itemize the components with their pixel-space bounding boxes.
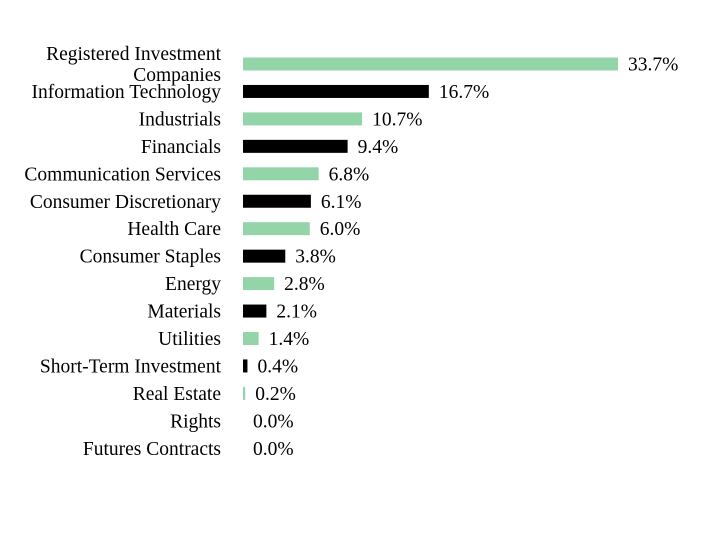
value-label-communication-services: 6.8%	[329, 164, 370, 185]
value-label-financials: 9.4%	[358, 137, 399, 158]
bar-consumer-discretionary	[243, 194, 311, 208]
category-label-financials: Financials	[141, 137, 221, 158]
category-label-materials: Materials	[147, 302, 221, 323]
category-label-industrials: Industrials	[139, 109, 221, 130]
category-label-consumer-discretionary: Consumer Discretionary	[30, 192, 221, 213]
category-label-communication-services: Communication Services	[24, 164, 221, 185]
category-label-registered-investment-companies: Registered Investment Companies	[46, 44, 221, 86]
bar-industrials	[243, 112, 363, 126]
bar-consumer-staples	[243, 249, 286, 263]
value-label-health-care: 6.0%	[320, 219, 361, 240]
bar-health-care	[243, 222, 310, 236]
value-label-industrials: 10.7%	[372, 109, 422, 130]
value-labels-layer: 33.7% 16.7% 10.7% 9.4% 6.8% 6.1% 6.0% 3.8% 2.8% 2…	[253, 55, 678, 460]
value-label-consumer-discretionary: 6.1%	[321, 192, 362, 213]
category-label-real-estate: Real Estate	[133, 384, 221, 405]
bar-real-estate	[243, 386, 246, 400]
bar-information-technology	[243, 84, 429, 98]
bars-layer	[243, 57, 618, 400]
value-label-consumer-staples: 3.8%	[295, 247, 336, 268]
value-label-utilities: 1.4%	[269, 329, 310, 350]
value-label-futures-contracts: 0.0%	[253, 439, 294, 460]
category-label-information-technology: Information Technology	[32, 82, 222, 103]
bar-communication-services	[243, 167, 319, 181]
category-label-rights: Rights	[170, 411, 221, 432]
bar-short-term-investment	[243, 359, 248, 373]
category-labels-layer: Registered Investment CompaniesInformatio…	[24, 44, 221, 460]
category-label-futures-contracts: Futures Contracts	[83, 439, 221, 460]
value-label-materials: 2.1%	[276, 302, 317, 323]
value-label-rights: 0.0%	[253, 411, 294, 432]
category-label-utilities: Utilities	[158, 329, 221, 350]
category-label-consumer-staples: Consumer Staples	[80, 247, 221, 268]
bar-energy	[243, 277, 275, 291]
category-label-energy: Energy	[165, 274, 221, 295]
category-label-health-care: Health Care	[127, 219, 221, 240]
bar-registered-investment-companies	[243, 57, 618, 71]
value-label-short-term-investment: 0.4%	[257, 356, 298, 377]
value-label-information-technology: 16.7%	[439, 82, 489, 103]
category-label-short-term-investment: Short-Term Investment	[40, 356, 222, 377]
value-label-registered-investment-companies: 33.7%	[628, 55, 678, 76]
bar-utilities	[243, 332, 259, 345]
value-label-energy: 2.8%	[284, 274, 325, 295]
bar-financials	[243, 139, 348, 153]
bar-materials	[243, 304, 267, 318]
value-label-real-estate: 0.2%	[255, 384, 296, 405]
